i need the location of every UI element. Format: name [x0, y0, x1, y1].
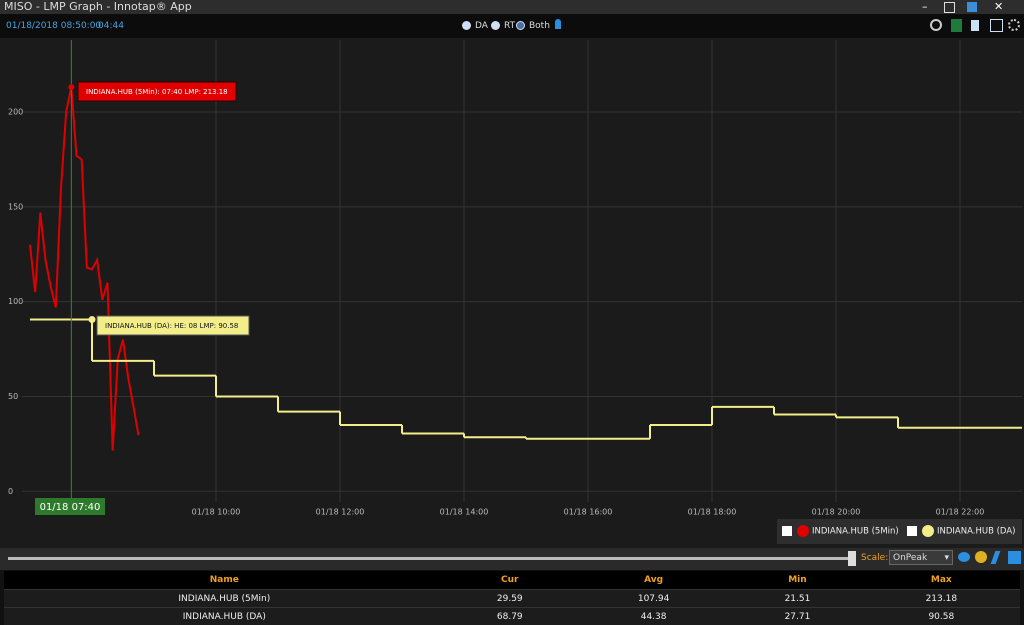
mail[interactable] — [1008, 551, 1021, 564]
window-title: MISO - LMP Graph - Innotap® App — [4, 0, 192, 14]
cursor-label: 01/18 07:40 — [40, 502, 101, 513]
radio[interactable] — [491, 21, 500, 30]
tooltip: INDIANA.HUB (DA): HE: 08 LMP: 90.58 — [105, 322, 238, 330]
dropdown-arrow: ▾ — [944, 551, 949, 566]
maximize[interactable] — [944, 2, 955, 13]
column-header: Avg — [575, 571, 732, 590]
minimize[interactable]: – — [922, 0, 928, 14]
column-header: Max — [863, 571, 1020, 590]
y-tick-label: 50 — [8, 392, 18, 401]
table-cell: 27.71 — [732, 608, 862, 625]
legend-swatch — [797, 525, 809, 537]
x-tick-label: 01/18 12:00 — [316, 508, 365, 517]
scale-label: Scale: — [861, 553, 888, 563]
legend-label: INDIANA.HUB (DA) — [937, 527, 1015, 537]
x-tick-label: 01/18 10:00 — [192, 508, 241, 517]
mode[interactable]: DA — [475, 14, 488, 38]
tooltip: INDIANA.HUB (5Min): 07:40 LMP: 213.18 — [86, 88, 228, 96]
excel[interactable] — [951, 19, 962, 32]
date: 01/18/2018 08:50:00 — [6, 14, 101, 38]
y-tick-label: 100 — [8, 297, 23, 306]
sun[interactable] — [975, 551, 987, 563]
table-cell: 90.58 — [863, 608, 1020, 625]
y-tick-label: 0 — [8, 487, 13, 496]
x-tick-label: 01/18 16:00 — [564, 508, 613, 517]
x-tick-label: 01/18 22:00 — [936, 508, 985, 517]
close[interactable]: ✕ — [994, 0, 1003, 14]
pin[interactable] — [555, 19, 561, 29]
x-tick-label: 01/18 14:00 — [440, 508, 489, 517]
x-tick-label: 01/18 20:00 — [812, 508, 861, 517]
title-bar: MISO - LMP Graph - Innotap® App – ✕ — [0, 0, 1024, 14]
table-cell: INDIANA.HUB (DA) — [4, 608, 445, 625]
legend-checkbox[interactable] — [907, 526, 917, 536]
legend: INDIANA.HUB (5Min) INDIANA.HUB (DA) — [777, 519, 1022, 544]
column-header: Name — [4, 571, 445, 590]
settings[interactable] — [1008, 19, 1020, 31]
chart: 0 50 100 150 200 01/18 10:00 01/18 12:00 01/18 … — [0, 38, 1024, 548]
hover-dot — [68, 84, 74, 90]
toolbar: 01/18/2018 08:50:00 04:44 DA RT Both — [0, 14, 1024, 38]
table-cell: 107.94 — [575, 590, 732, 608]
time: 04:44 — [98, 14, 124, 38]
legend-swatch — [922, 525, 934, 537]
eye[interactable] — [958, 552, 970, 562]
table-cell: 213.18 — [863, 590, 1020, 608]
legend-label: INDIANA.HUB (5Min) — [812, 527, 899, 537]
slider-thumb[interactable] — [848, 551, 856, 566]
table-cell: 29.59 — [445, 590, 575, 608]
scale-select[interactable]: OnPeak ▾ — [889, 550, 953, 565]
table-cell: 44.38 — [575, 608, 732, 625]
table-cell: 21.51 — [732, 590, 862, 608]
table-cell: 68.79 — [445, 608, 575, 625]
legend-checkbox[interactable] — [782, 526, 792, 536]
y-tick-label: 200 — [8, 108, 23, 117]
sound[interactable] — [971, 20, 979, 31]
popout[interactable] — [990, 19, 1003, 32]
hover-dot — [89, 316, 96, 323]
radio[interactable] — [462, 21, 471, 30]
slider-bar: Scale: OnPeak ▾ — [0, 548, 1024, 570]
radio-selected[interactable] — [516, 21, 525, 30]
table-cell: INDIANA.HUB (5Min) — [4, 590, 445, 608]
curve[interactable] — [991, 551, 1001, 564]
mode[interactable]: Both — [529, 14, 550, 38]
scale-value: OnPeak — [893, 553, 927, 563]
y-tick-label: 150 — [8, 202, 23, 211]
slider-track[interactable] — [8, 557, 854, 560]
column-header: Cur — [445, 571, 575, 590]
search[interactable] — [930, 19, 942, 31]
x-tick-label: 01/18 18:00 — [688, 508, 737, 517]
mode[interactable]: RT — [504, 14, 515, 38]
column-header: Min — [732, 571, 862, 590]
chart-background — [0, 38, 1024, 548]
tile[interactable] — [967, 2, 977, 12]
